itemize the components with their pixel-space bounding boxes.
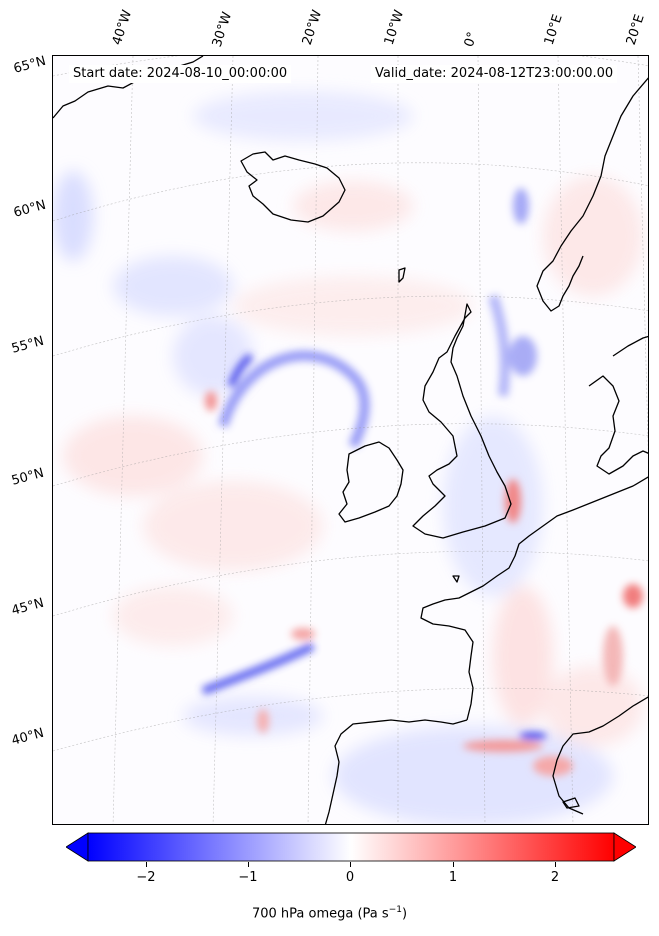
lon-label-20w: 20°W: [299, 8, 326, 47]
colorbar-tick: [555, 862, 556, 867]
coast-norway: [536, 77, 648, 312]
lon-label-30w: 30°W: [209, 10, 236, 49]
lon-label-10e: 10°E: [541, 12, 566, 48]
coast-denmark: [588, 375, 648, 475]
colorbar-tick-label: 2: [550, 870, 560, 885]
colorbar-tick: [146, 862, 147, 867]
lon-label-0: 0°: [461, 30, 481, 49]
coast-continent: [420, 476, 648, 721]
colorbar-variable: 700 hPa omega: [251, 906, 354, 922]
map-panel: [52, 55, 649, 825]
coast-iberia: [324, 719, 468, 824]
colorbar-units: Pa s: [362, 906, 389, 922]
start-date-text: Start date: 2024-08-10_00:00:00: [69, 65, 292, 83]
colorbar-tick-label: −2: [136, 870, 156, 885]
coast-iceland: [240, 151, 346, 223]
colorbar-gradient: [65, 832, 637, 862]
graticule: [53, 56, 648, 824]
lat-label-55n: 55°N: [10, 333, 46, 357]
lon-label-20e: 20°E: [623, 12, 648, 48]
coast-faroes: [398, 267, 406, 283]
colorbar-tick-label: 1: [448, 870, 458, 885]
lat-label-40n: 40°N: [10, 725, 46, 749]
valid-date-text: Valid_date: 2024-08-12T23:00:00.00: [371, 65, 618, 83]
lat-label-45n: 45°N: [10, 595, 46, 619]
lat-label-50n: 50°N: [10, 465, 46, 489]
lat-label-60n: 60°N: [12, 197, 48, 221]
colorbar-label: 700 hPa omega (Pa s−1): [251, 905, 408, 922]
colorbar-units-exponent: −1: [388, 905, 402, 915]
omega-field: [53, 91, 643, 824]
coast-iberia-east: [552, 696, 648, 815]
colorbar: [65, 832, 637, 862]
coast-ireland: [338, 441, 404, 523]
lon-label-10w: 10°W: [381, 8, 408, 47]
coast-channel-islands: [452, 575, 460, 583]
coast-mallorca: [562, 797, 580, 809]
colorbar-tick-label: −1: [238, 870, 258, 885]
omega-field-map: [53, 56, 648, 824]
coast-great-britain: [412, 303, 512, 539]
colorbar-tick: [350, 862, 351, 867]
coast-sweden: [612, 335, 648, 357]
colorbar-tick: [453, 862, 454, 867]
colorbar-tick: [248, 862, 249, 867]
lon-label-40w: 40°W: [109, 8, 136, 47]
colorbar-tick-label: 0: [345, 870, 355, 885]
lat-label-65n: 65°N: [12, 53, 48, 77]
